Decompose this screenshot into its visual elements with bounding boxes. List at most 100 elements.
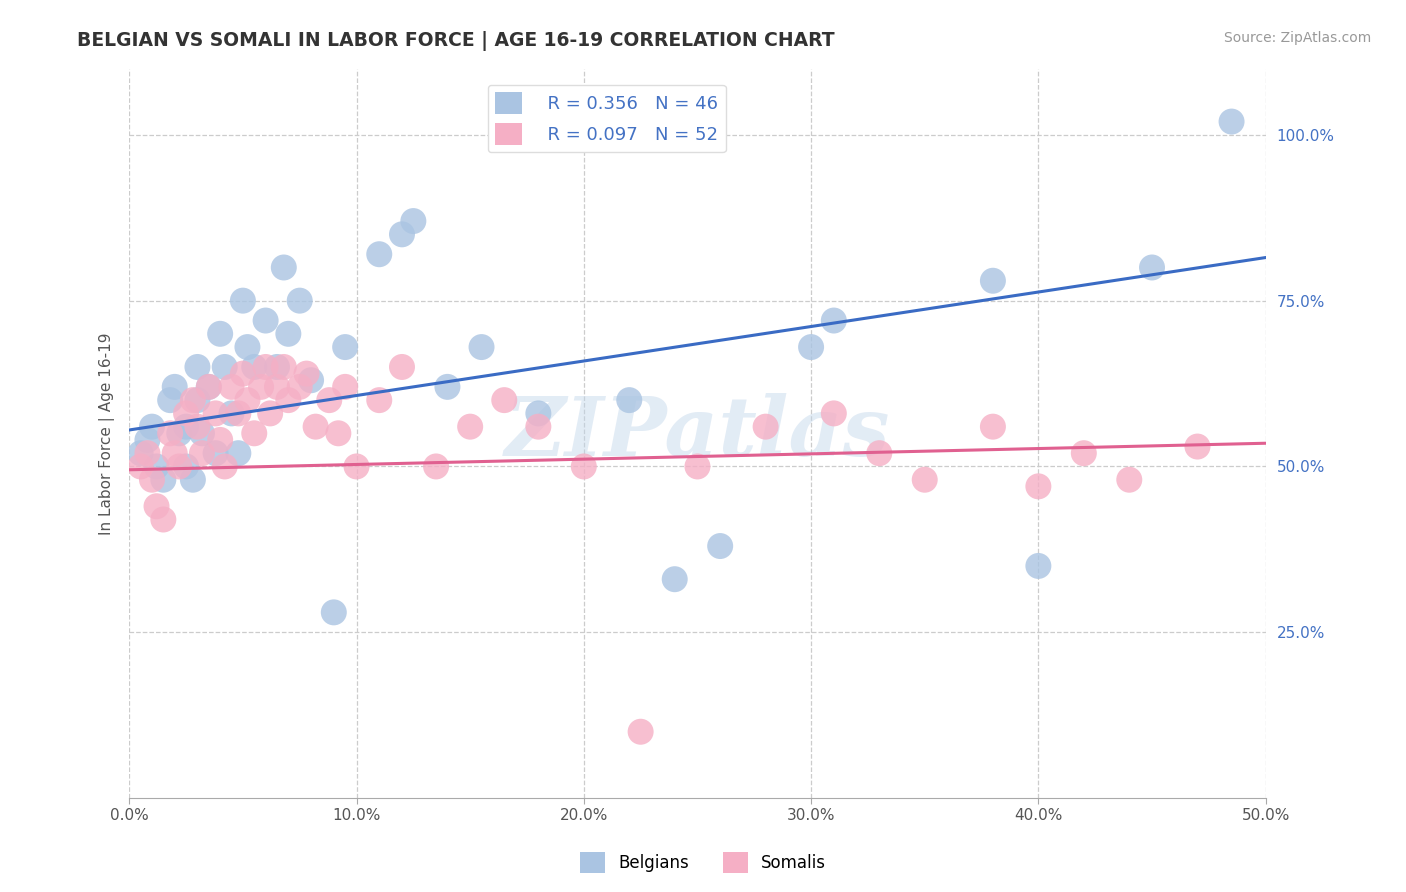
Point xyxy=(136,446,159,460)
Point xyxy=(167,426,190,441)
Point xyxy=(243,426,266,441)
Point xyxy=(288,380,311,394)
Point xyxy=(266,359,288,374)
Point xyxy=(141,473,163,487)
Point xyxy=(163,446,186,460)
Point xyxy=(527,419,550,434)
Point xyxy=(981,419,1004,434)
Text: BELGIAN VS SOMALI IN LABOR FORCE | AGE 16-19 CORRELATION CHART: BELGIAN VS SOMALI IN LABOR FORCE | AGE 1… xyxy=(77,31,835,51)
Point xyxy=(1140,260,1163,275)
Point xyxy=(322,606,344,620)
Point xyxy=(145,500,167,514)
Point xyxy=(136,433,159,447)
Point xyxy=(174,406,197,420)
Point xyxy=(333,380,356,394)
Point xyxy=(191,446,214,460)
Point xyxy=(214,459,236,474)
Point xyxy=(129,446,152,460)
Point xyxy=(152,473,174,487)
Point xyxy=(243,359,266,374)
Point xyxy=(159,426,181,441)
Point xyxy=(209,326,232,341)
Point xyxy=(1220,114,1243,128)
Point xyxy=(299,373,322,387)
Point xyxy=(914,473,936,487)
Legend:   R = 0.356   N = 46,   R = 0.097   N = 52: R = 0.356 N = 46, R = 0.097 N = 52 xyxy=(488,85,725,153)
Point xyxy=(391,359,413,374)
Point xyxy=(221,406,243,420)
Point xyxy=(1028,558,1050,573)
Text: ZIPatlas: ZIPatlas xyxy=(505,393,890,474)
Point xyxy=(277,326,299,341)
Point xyxy=(228,406,250,420)
Point xyxy=(686,459,709,474)
Point xyxy=(630,724,652,739)
Point xyxy=(236,340,259,354)
Point xyxy=(402,214,425,228)
Point xyxy=(232,367,254,381)
Point xyxy=(236,393,259,408)
Point xyxy=(436,380,458,394)
Point xyxy=(304,419,326,434)
Point xyxy=(527,406,550,420)
Point xyxy=(346,459,368,474)
Point xyxy=(198,380,221,394)
Point xyxy=(1187,440,1209,454)
Point xyxy=(198,380,221,394)
Point xyxy=(141,419,163,434)
Point xyxy=(288,293,311,308)
Point xyxy=(1028,479,1050,493)
Point xyxy=(266,380,288,394)
Point xyxy=(328,426,350,441)
Point xyxy=(259,406,281,420)
Point xyxy=(823,313,845,327)
Point xyxy=(174,419,197,434)
Point xyxy=(368,393,391,408)
Point xyxy=(214,359,236,374)
Point xyxy=(209,433,232,447)
Point xyxy=(755,419,778,434)
Point xyxy=(709,539,731,553)
Point xyxy=(333,340,356,354)
Point xyxy=(232,293,254,308)
Point xyxy=(318,393,340,408)
Point xyxy=(470,340,492,354)
Point xyxy=(204,406,226,420)
Point xyxy=(277,393,299,408)
Point xyxy=(572,459,595,474)
Point xyxy=(250,380,273,394)
Point xyxy=(868,446,890,460)
Point xyxy=(159,393,181,408)
Point xyxy=(981,274,1004,288)
Point xyxy=(186,359,208,374)
Point xyxy=(145,459,167,474)
Point xyxy=(1118,473,1140,487)
Legend: Belgians, Somalis: Belgians, Somalis xyxy=(574,846,832,880)
Point xyxy=(129,459,152,474)
Point xyxy=(254,313,277,327)
Point xyxy=(664,572,686,586)
Point xyxy=(204,446,226,460)
Point xyxy=(167,459,190,474)
Point xyxy=(391,227,413,242)
Point xyxy=(273,359,295,374)
Point xyxy=(254,359,277,374)
Point xyxy=(186,393,208,408)
Point xyxy=(619,393,641,408)
Point xyxy=(181,473,204,487)
Point xyxy=(458,419,481,434)
Point xyxy=(1073,446,1095,460)
Point xyxy=(181,393,204,408)
Point xyxy=(823,406,845,420)
Point xyxy=(221,380,243,394)
Point xyxy=(425,459,447,474)
Point xyxy=(494,393,516,408)
Point xyxy=(295,367,318,381)
Point xyxy=(273,260,295,275)
Point xyxy=(174,459,197,474)
Point xyxy=(191,426,214,441)
Point xyxy=(228,446,250,460)
Y-axis label: In Labor Force | Age 16-19: In Labor Force | Age 16-19 xyxy=(100,332,115,534)
Text: Source: ZipAtlas.com: Source: ZipAtlas.com xyxy=(1223,31,1371,45)
Point xyxy=(152,512,174,526)
